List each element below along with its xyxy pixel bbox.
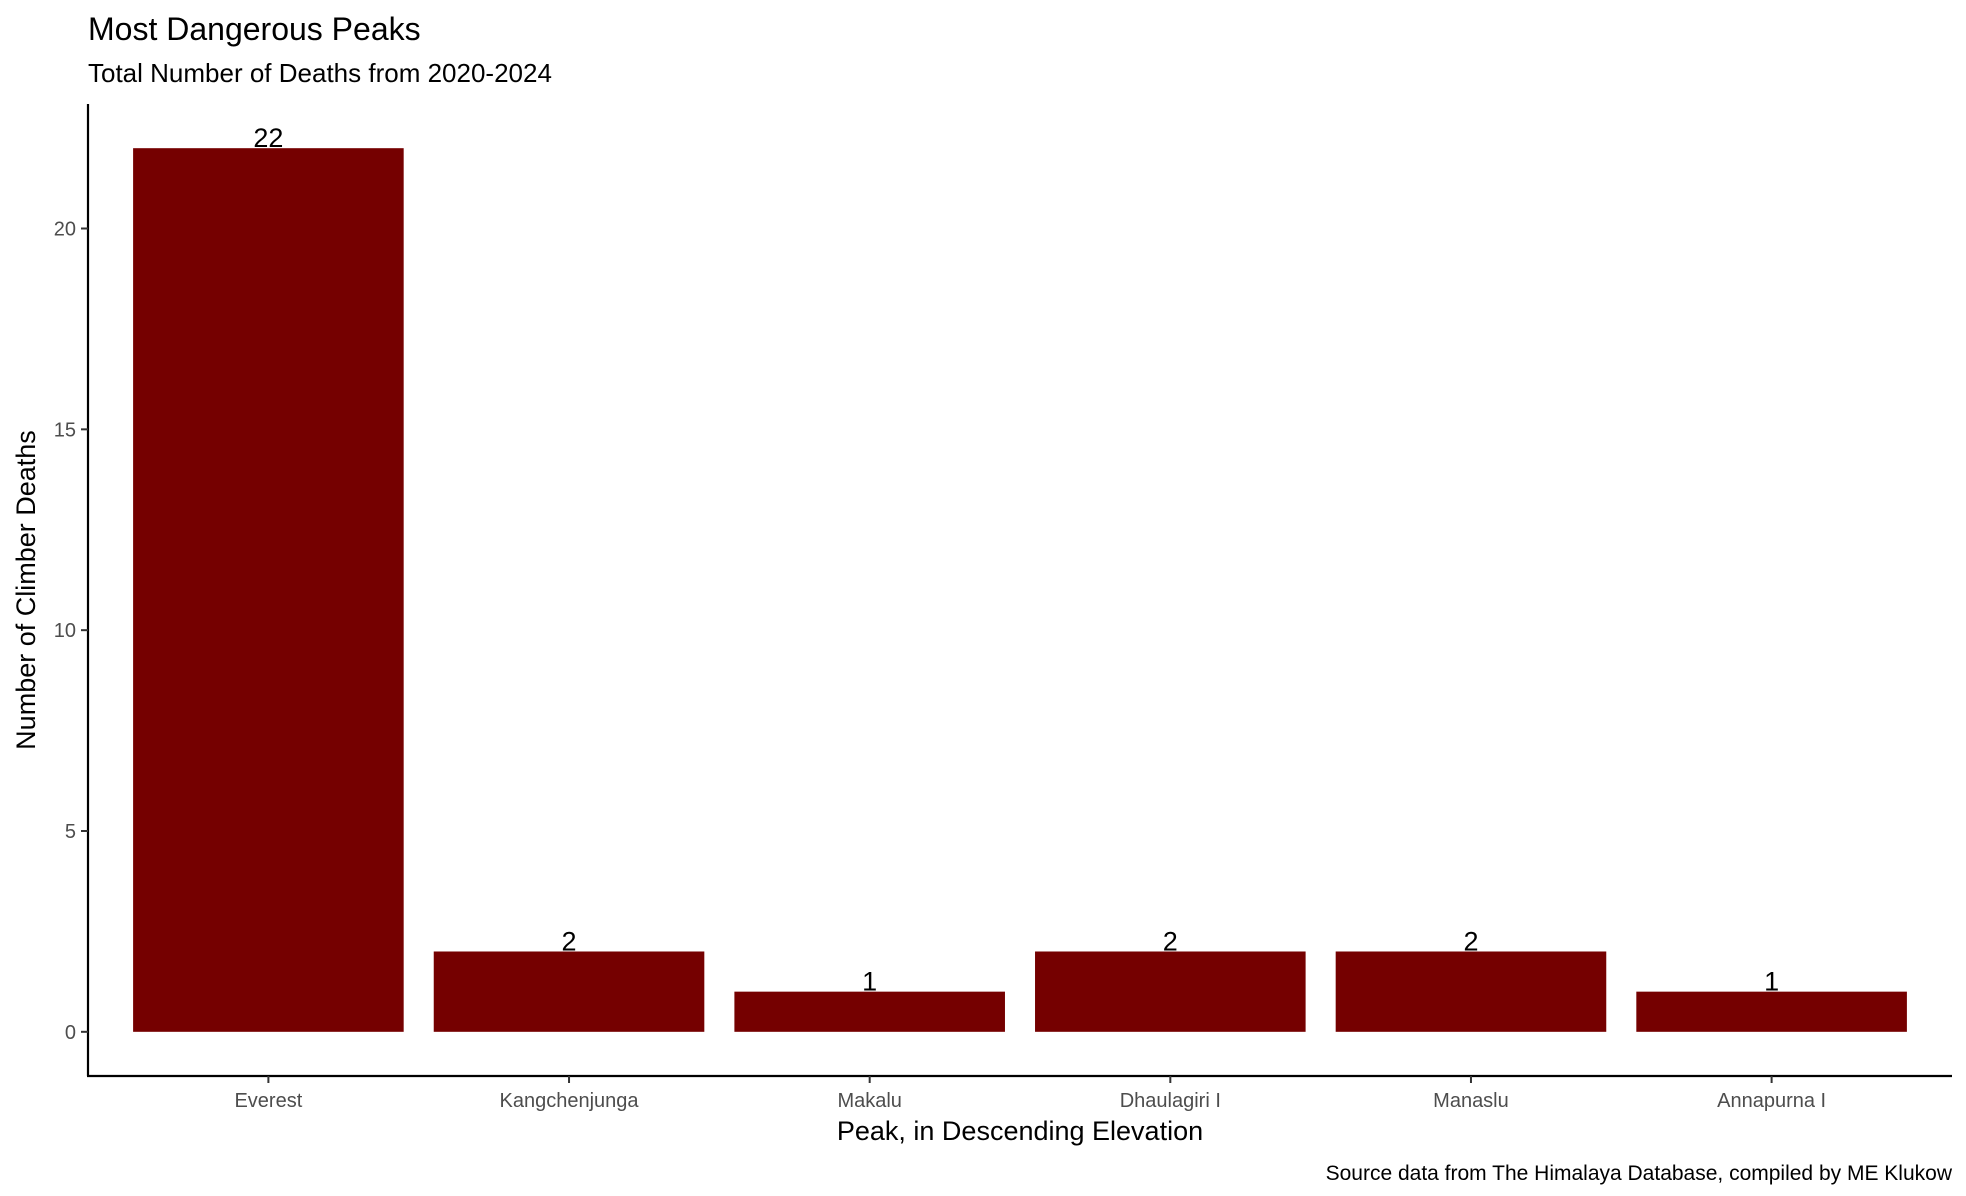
- x-tick-label-annapurna-i: Annapurna I: [1717, 1090, 1826, 1112]
- y-ticks-layer: 0 5 10 15 20: [54, 219, 88, 1044]
- data-label-everest: 22: [253, 123, 283, 153]
- y-axis-title: Number of Climber Deaths: [11, 430, 41, 750]
- chart-caption: Source data from The Himalaya Database, …: [1326, 1162, 1953, 1185]
- x-tick-label-everest: Everest: [234, 1090, 302, 1112]
- x-tick-label-makalu: Makalu: [837, 1090, 901, 1112]
- x-ticks-layer: Everest Kangchenjunga Makalu Dhaulagiri I Ma…: [234, 1076, 1826, 1112]
- bar-manaslu: [1335, 951, 1607, 1032]
- x-tick-label-dhaulagiri-i: Dhaulagiri I: [1120, 1090, 1221, 1112]
- bar-kangchenjunga: [433, 951, 705, 1032]
- y-tick-label-20: 20: [54, 219, 76, 241]
- y-tick-label-10: 10: [54, 620, 76, 642]
- data-label-manaslu: 2: [1463, 926, 1478, 956]
- chart-title: Most Dangerous Peaks: [88, 11, 421, 47]
- y-tick-label-15: 15: [54, 419, 76, 441]
- bar-dhaulagiri-i: [1035, 951, 1306, 1032]
- y-tick-label-5: 5: [65, 821, 76, 843]
- x-tick-label-manaslu: Manaslu: [1433, 1090, 1509, 1112]
- chart-subtitle: Total Number of Deaths from 2020-2024: [88, 58, 552, 88]
- bars-layer: [133, 148, 1907, 1032]
- x-tick-label-kangchenjunga: Kangchenjunga: [500, 1090, 640, 1112]
- bar-everest: [133, 148, 404, 1032]
- x-axis-title: Peak, in Descending Elevation: [837, 1116, 1203, 1146]
- y-tick-label-0: 0: [65, 1022, 76, 1044]
- data-label-dhaulagiri-i: 2: [1163, 926, 1178, 956]
- bar-makalu: [734, 991, 1005, 1032]
- data-label-annapurna-i: 1: [1764, 967, 1779, 997]
- bar-annapurna-i: [1636, 991, 1907, 1032]
- data-label-makalu: 1: [862, 967, 877, 997]
- data-label-kangchenjunga: 2: [562, 926, 577, 956]
